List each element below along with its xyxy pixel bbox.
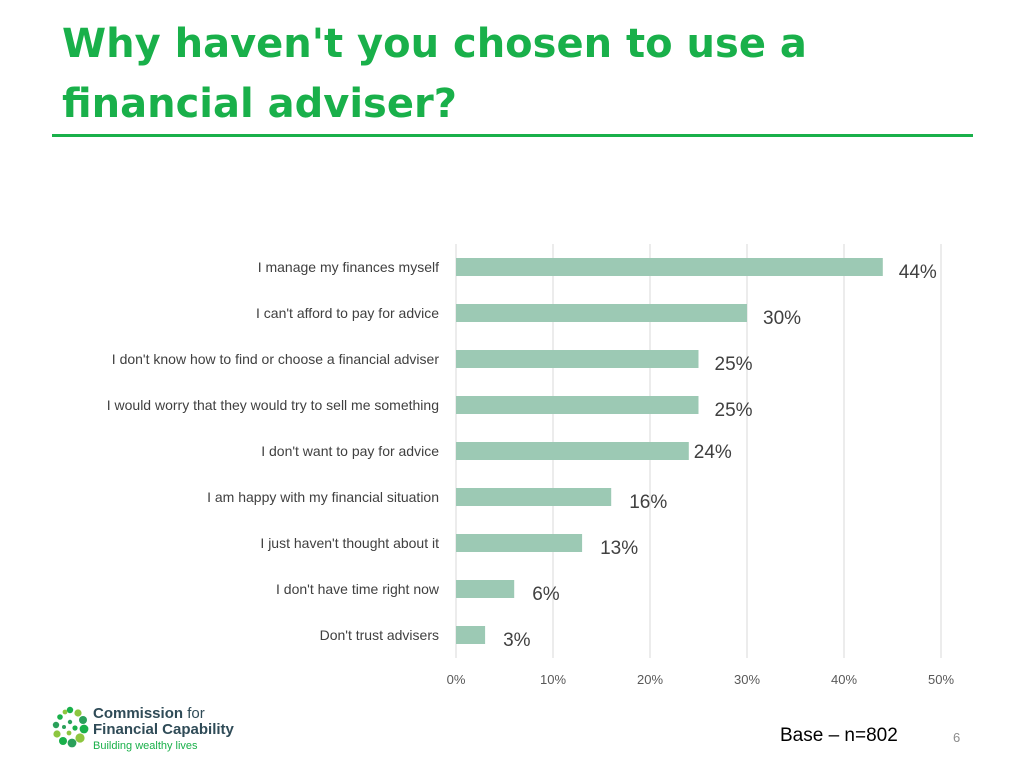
logo-dot: [62, 725, 66, 729]
bar: [456, 304, 747, 322]
page-title: Why haven't you chosen to use a financia…: [62, 21, 807, 127]
category-label: I can't afford to pay for advice: [256, 305, 439, 321]
value-labels: 44% 30% 25% 25% 24% 16% 13% 6% 3%: [503, 262, 937, 651]
x-tick-label: 20%: [637, 672, 663, 687]
bar: [456, 350, 699, 368]
logo-dots-icon: [52, 706, 89, 748]
value-label: 13%: [600, 538, 638, 559]
logo-dot: [66, 706, 74, 714]
category-label: I don't have time right now: [276, 581, 440, 597]
logo-dot: [53, 730, 61, 738]
value-label: 6%: [532, 584, 560, 605]
bar: [456, 442, 689, 460]
category-label: I am happy with my financial situation: [207, 489, 439, 505]
bar-chart: I manage my finances myself I can't affor…: [107, 244, 955, 687]
x-tick-label: 50%: [928, 672, 954, 687]
category-label: I manage my finances myself: [258, 259, 439, 275]
value-label: 25%: [715, 354, 753, 375]
base-note: Base – n=802: [780, 725, 898, 746]
logo-dot: [75, 733, 85, 743]
title-underline: [52, 134, 973, 137]
category-label: I would worry that they would try to sel…: [107, 397, 439, 413]
bar: [456, 396, 699, 414]
logo-line-1: Commission for: [93, 706, 234, 722]
value-label: 25%: [715, 400, 753, 421]
value-label: 24%: [694, 442, 732, 463]
logo-dot: [79, 724, 89, 734]
logo-line-1-bold: Commission: [93, 705, 184, 722]
category-label: Don't trust advisers: [320, 627, 439, 643]
logo-dot: [67, 719, 73, 725]
logo-dot: [52, 721, 60, 729]
logo-dot: [79, 716, 87, 724]
logo-dot: [66, 730, 72, 736]
x-tick-label: 30%: [734, 672, 760, 687]
commission-logo: Commission for Financial Capability Buil…: [50, 704, 270, 754]
bars: [456, 258, 883, 644]
x-tick-label: 10%: [540, 672, 566, 687]
logo-dot: [57, 714, 63, 720]
logo-dot: [67, 738, 77, 748]
x-tick-label: 0%: [447, 672, 466, 687]
logo-line-2: Financial Capability: [93, 721, 234, 738]
logo-dot: [74, 709, 82, 717]
bar: [456, 580, 515, 598]
page-number: 6: [953, 730, 961, 745]
value-label: 44%: [899, 262, 937, 283]
category-label: I don't want to pay for advice: [261, 443, 439, 459]
category-labels: I manage my finances myself I can't affor…: [107, 259, 440, 643]
bar: [456, 258, 883, 276]
bar: [456, 488, 612, 506]
logo-text: Commission for Financial Capability Buil…: [93, 706, 234, 754]
bar: [456, 626, 486, 644]
logo-line-1-light: for: [187, 705, 205, 722]
x-tick-label: 40%: [831, 672, 857, 687]
logo-tagline: Building wealthy lives: [93, 740, 198, 752]
logo-dot: [72, 725, 78, 731]
category-label: I just haven't thought about it: [260, 535, 439, 551]
x-axis-ticks: 0% 10% 20% 30% 40% 50%: [447, 672, 955, 687]
bar: [456, 534, 583, 552]
value-label: 16%: [629, 492, 667, 513]
category-label: I don't know how to find or choose a fin…: [112, 351, 440, 367]
logo-dot: [62, 709, 68, 715]
value-label: 30%: [763, 308, 801, 329]
logo-dot: [59, 737, 67, 745]
value-label: 3%: [503, 630, 531, 651]
